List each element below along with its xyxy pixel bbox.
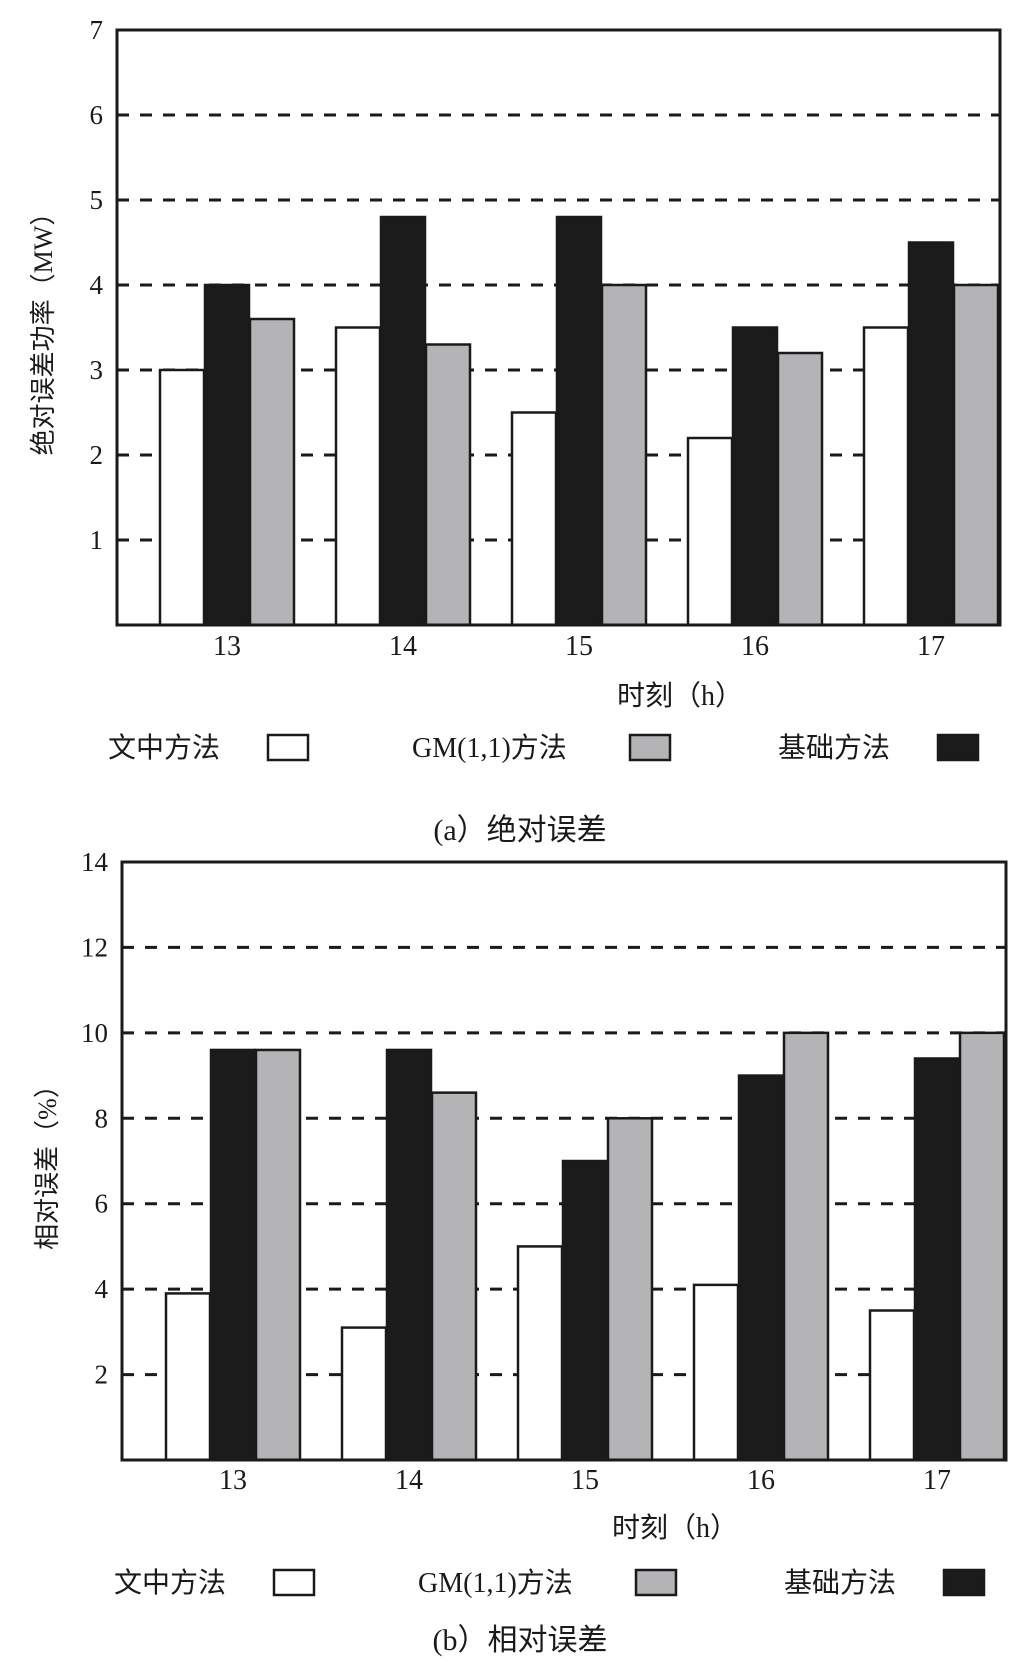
bar: [692, 1283, 740, 1462]
legend-swatch-gm-b: [634, 1568, 678, 1597]
bar: [862, 326, 910, 627]
plot-frame-a: [115, 28, 1002, 627]
bar: [516, 1245, 564, 1462]
legend-label-proposed-b: 文中方法: [114, 1567, 226, 1599]
bar: [907, 241, 955, 627]
bar: [510, 411, 558, 627]
x-tick-label: 14: [389, 631, 417, 662]
bar: [340, 1326, 388, 1462]
legend-swatch-gm-a: [628, 733, 672, 762]
bar: [606, 1117, 654, 1462]
legend-label-proposed-a: 文中方法: [108, 732, 220, 764]
legend-label-gm-a: GM(1,1)方法: [412, 732, 567, 764]
y-axis-label-a: 绝对误差功率（MW）: [29, 200, 58, 456]
x-tick-label: 14: [395, 1465, 423, 1496]
y-tick-label: 5: [90, 185, 104, 215]
bar: [430, 1091, 478, 1462]
bar: [424, 343, 472, 627]
y-tick-label: 14: [81, 847, 109, 877]
y-axis-label-b: 相对误差（%）: [33, 1072, 62, 1250]
legend-b: 文中方法 GM(1,1)方法 基础方法: [114, 1567, 986, 1599]
y-tick-label: 1: [90, 525, 104, 555]
legend-label-basic-b: 基础方法: [784, 1567, 896, 1599]
x-tick-label: 17: [917, 631, 945, 662]
chart-a: 1 2 3 4 5 6 7 13 14 15 16 17 绝对误差功率（MW） 时刻（h） 文中方法…: [29, 15, 1002, 847]
x-axis-label-b: 时刻（h）: [612, 1512, 738, 1544]
bar: [952, 283, 1000, 627]
legend-swatch-proposed-b: [272, 1568, 316, 1597]
bar: [254, 1048, 302, 1462]
bar: [913, 1057, 961, 1462]
legend-swatch-proposed-a: [266, 733, 310, 762]
bar: [203, 283, 251, 627]
y-ticks-b: 2 4 6 8 10 12 14: [81, 847, 109, 1390]
y-tick-label: 4: [95, 1274, 109, 1304]
x-ticks-a: 13 14 15 16 17: [213, 631, 945, 662]
x-axis-label-a: 时刻（h）: [617, 680, 743, 712]
legend-a: 文中方法 GM(1,1)方法 基础方法: [108, 732, 980, 764]
x-tick-label: 13: [213, 631, 241, 662]
bar: [555, 215, 603, 627]
bar: [561, 1159, 609, 1462]
bar: [379, 215, 427, 627]
bar: [686, 436, 734, 627]
legend-label-gm-b: GM(1,1)方法: [418, 1567, 573, 1599]
caption-a: (a）绝对误差: [433, 814, 606, 847]
y-tick-label: 2: [95, 1360, 109, 1390]
x-tick-label: 15: [565, 631, 593, 662]
x-tick-label: 15: [571, 1465, 599, 1496]
y-tick-label: 6: [90, 100, 104, 130]
x-tick-label: 13: [219, 1465, 247, 1496]
y-tick-label: 7: [90, 15, 104, 45]
bar: [731, 326, 779, 627]
y-tick-label: 2: [90, 440, 104, 470]
bar: [782, 1031, 830, 1462]
bars-a: [158, 215, 1000, 627]
bar: [334, 326, 382, 627]
bar: [385, 1048, 433, 1462]
caption-b: (b）相对误差: [433, 1624, 608, 1657]
bars-b: [164, 1031, 1006, 1462]
legend-swatch-basic-a: [936, 733, 980, 762]
x-tick-label: 16: [747, 1465, 775, 1496]
bar: [164, 1292, 212, 1462]
y-tick-label: 4: [90, 270, 104, 300]
legend-label-basic-a: 基础方法: [778, 732, 890, 764]
bar: [868, 1309, 916, 1462]
y-tick-label: 3: [90, 355, 104, 385]
bar: [600, 283, 648, 627]
bar: [958, 1031, 1006, 1462]
bar: [776, 351, 824, 627]
legend-swatch-basic-b: [942, 1568, 986, 1597]
bar: [158, 368, 206, 627]
plot-frame-b: [120, 860, 1008, 1462]
y-tick-label: 6: [95, 1189, 109, 1219]
bar: [209, 1048, 257, 1462]
chart-b: 2 4 6 8 10 12 14 13 14 15 16 17 相对误差（%） 时刻（h） 文中方法…: [33, 847, 1008, 1657]
y-tick-label: 10: [81, 1018, 108, 1048]
y-tick-label: 8: [95, 1103, 109, 1133]
bar: [737, 1074, 785, 1462]
y-ticks-a: 1 2 3 4 5 6 7: [90, 15, 104, 555]
y-tick-label: 12: [81, 932, 108, 962]
x-tick-label: 16: [741, 631, 769, 662]
x-tick-label: 17: [923, 1465, 951, 1496]
x-ticks-b: 13 14 15 16 17: [219, 1465, 951, 1496]
bar: [248, 317, 296, 627]
